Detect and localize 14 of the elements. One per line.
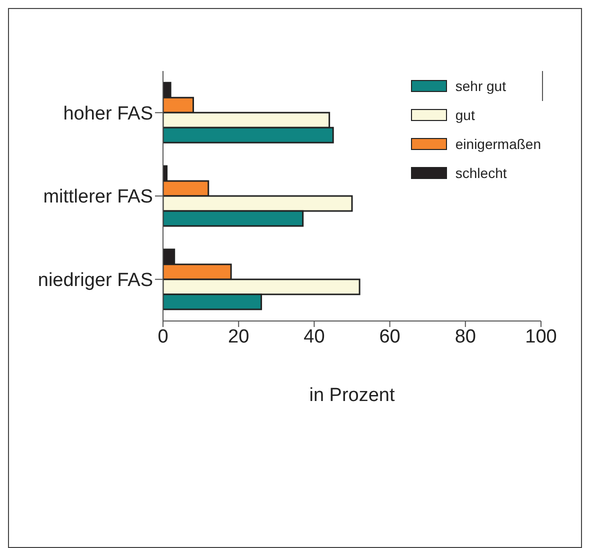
legend-label: schlecht	[455, 164, 507, 180]
legend-label: gut	[455, 106, 475, 122]
x-tick-label: 100	[525, 326, 557, 348]
x-tick-label: 60	[379, 326, 400, 348]
y-tick-label: niedriger FAS	[38, 270, 153, 292]
x-axis-title: in Prozent	[309, 385, 396, 406]
x-tick-label: 0	[158, 326, 168, 348]
y-tick-label: mittlerer FAS	[43, 186, 153, 208]
x-tick-label: 20	[228, 326, 250, 348]
legend-label: einigermaßen	[455, 136, 541, 152]
legend-label: sehr gut	[455, 78, 506, 94]
x-tick-label: 40	[304, 326, 325, 348]
x-tick-label: 80	[454, 326, 476, 348]
y-tick-label: hoher FAS	[63, 103, 153, 124]
